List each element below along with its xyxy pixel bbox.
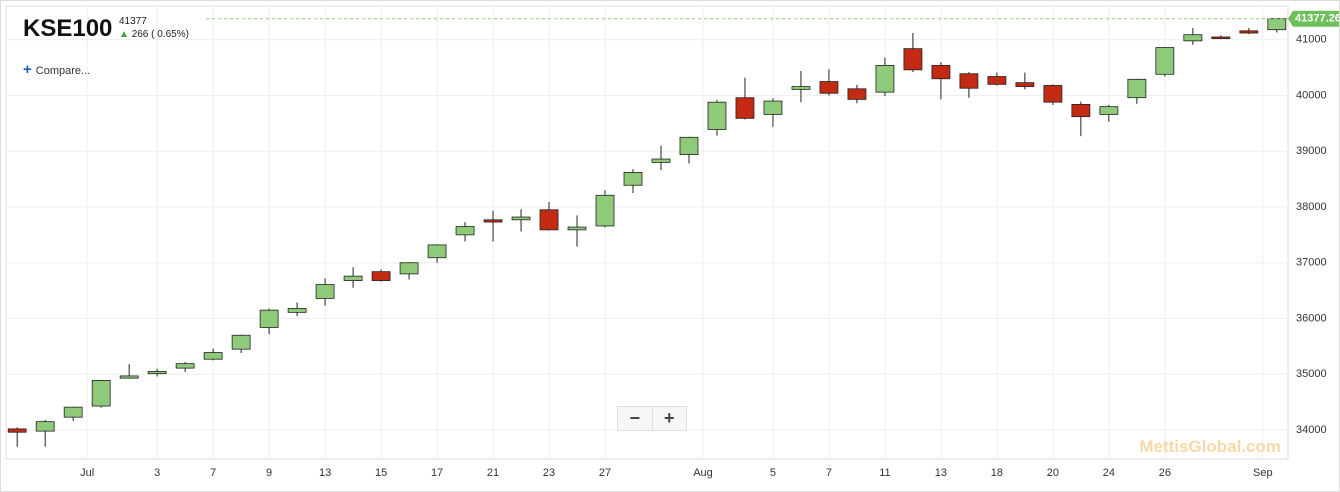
x-tick-label: 13 xyxy=(935,467,947,479)
change-value: 266 xyxy=(131,29,149,40)
y-tick-label: 36000 xyxy=(1296,312,1327,324)
last-price-label: 41377.26 xyxy=(1295,13,1340,25)
x-tick-label: 23 xyxy=(543,467,555,479)
candle-body xyxy=(231,334,251,350)
plot-area xyxy=(5,5,1289,460)
zoom-controls: − + xyxy=(617,406,687,431)
zoom-in[interactable]: + xyxy=(663,408,675,428)
candle-body xyxy=(1127,78,1147,99)
candle-body xyxy=(1015,82,1035,87)
candle-body xyxy=(1239,30,1259,34)
candle-body xyxy=(343,275,363,281)
change: ▲ 266 ( 0.65%) xyxy=(119,29,189,40)
candle-body xyxy=(903,48,923,71)
candle-body xyxy=(959,73,979,89)
candle-body xyxy=(1267,18,1287,31)
candle-body xyxy=(1155,47,1175,75)
x-tick-label: 11 xyxy=(879,467,890,479)
x-tick-label: 7 xyxy=(826,467,832,479)
candle-body xyxy=(595,194,615,227)
x-tick-label: 13 xyxy=(319,467,331,479)
candle-body xyxy=(875,64,895,93)
last-price-flag xyxy=(1288,10,1339,27)
x-tick-label: Jul xyxy=(80,467,94,479)
candle-body xyxy=(763,100,783,115)
candle-body xyxy=(847,88,867,100)
candle-body xyxy=(63,406,83,418)
y-tick-label: 35000 xyxy=(1296,368,1327,380)
candle-body xyxy=(791,86,811,90)
x-tick-label: 9 xyxy=(266,467,272,479)
y-tick-label: 41000 xyxy=(1296,34,1327,46)
candle-body xyxy=(1211,36,1231,40)
candle-body xyxy=(259,309,279,328)
symbol-title: KSE100 xyxy=(23,15,113,42)
candle-body xyxy=(371,271,391,281)
x-tick-label: 7 xyxy=(210,467,216,479)
candle-body xyxy=(931,64,951,80)
x-tick-label: 15 xyxy=(375,467,387,479)
candle-body xyxy=(679,136,699,155)
compare-label: Compare... xyxy=(35,65,91,77)
x-tick-label: 5 xyxy=(770,467,776,479)
candle-body xyxy=(35,421,55,432)
x-tick-label: 24 xyxy=(1103,467,1115,479)
candle-body xyxy=(203,352,223,360)
y-tick-label: 39000 xyxy=(1296,145,1327,157)
candle-body xyxy=(567,226,587,231)
x-tick-label: Sep xyxy=(1253,467,1273,479)
x-tick-label: 26 xyxy=(1159,467,1171,479)
candle-body xyxy=(147,371,167,375)
x-tick-label: 3 xyxy=(154,467,160,479)
candle-body xyxy=(1183,34,1203,42)
candle-body xyxy=(119,375,139,379)
y-tick-label: 38000 xyxy=(1296,201,1327,213)
x-tick-label: 21 xyxy=(487,467,499,479)
candle-body xyxy=(7,428,27,433)
last-price: 41377 xyxy=(119,16,147,27)
candle-body xyxy=(287,308,307,313)
candle-body xyxy=(539,209,559,231)
x-tick-label: 20 xyxy=(1047,467,1059,479)
x-tick-label: Aug xyxy=(693,467,713,479)
watermark: MettisGlobal.com xyxy=(1139,437,1281,456)
candle-body xyxy=(819,81,839,94)
candle-body xyxy=(735,97,755,119)
candle-body xyxy=(1043,85,1063,103)
candle-body xyxy=(987,76,1007,85)
x-tick-label: 17 xyxy=(431,467,443,479)
candle-body xyxy=(455,226,475,236)
candle-body xyxy=(651,158,671,163)
candle-body xyxy=(315,284,335,299)
candle-body xyxy=(623,172,643,186)
candle-body xyxy=(483,219,503,223)
candle-body xyxy=(175,363,195,369)
y-tick-label: 34000 xyxy=(1296,424,1327,436)
candle-body xyxy=(399,262,419,275)
candle-body xyxy=(1071,104,1091,118)
candle-body xyxy=(427,244,447,259)
y-tick-label: 40000 xyxy=(1296,89,1327,101)
up-arrow: ▲ xyxy=(119,29,129,40)
compare-button[interactable]: + Compare... xyxy=(23,61,91,78)
candle-body xyxy=(707,101,727,130)
zoom-out[interactable]: − xyxy=(618,407,653,430)
candle-body xyxy=(511,216,531,221)
x-tick-label: 27 xyxy=(599,467,611,479)
x-tick-label: 18 xyxy=(991,467,1003,479)
change-pct: ( 0.65%) xyxy=(151,29,189,40)
candle-body xyxy=(1099,106,1119,115)
candle-body xyxy=(91,379,111,407)
y-tick-label: 37000 xyxy=(1296,257,1327,269)
